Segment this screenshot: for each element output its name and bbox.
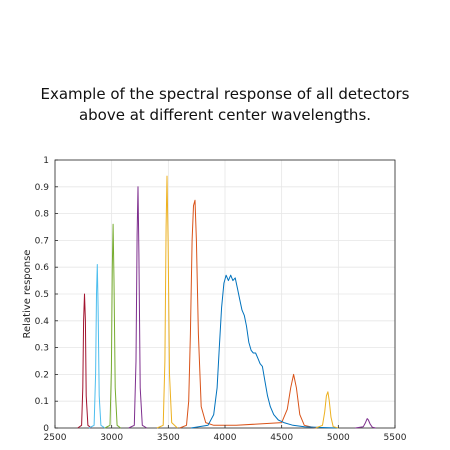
- series-line-9: [355, 418, 376, 429]
- x-tick-label: 5000: [327, 433, 350, 443]
- series-line-5: [156, 175, 178, 429]
- series-line-6: [179, 199, 316, 429]
- y-tick-label: 0.1: [35, 397, 49, 407]
- y-tick-label: 0.5: [35, 290, 49, 300]
- x-tick-label: 5500: [384, 433, 407, 443]
- series-line-2: [88, 264, 106, 429]
- series-line-4: [128, 186, 148, 429]
- y-tick-label: 0.8: [35, 210, 50, 220]
- y-tick-label: 0: [43, 424, 49, 434]
- series-line-3: [104, 223, 121, 429]
- y-tick-label: 0.4: [35, 317, 50, 327]
- y-tick-label: 0.2: [35, 370, 49, 380]
- x-tick-label: 4000: [214, 433, 237, 443]
- x-tick-label: 3000: [100, 433, 123, 443]
- x-tick-label: 4500: [270, 433, 293, 443]
- grid: [54, 159, 396, 429]
- figure-caption: Example of the spectral response of all …: [0, 84, 450, 126]
- caption-line-1: Example of the spectral response of all …: [40, 85, 410, 103]
- series-line-8: [315, 391, 339, 429]
- y-tick-label: 0.3: [35, 344, 49, 354]
- series-group: [77, 175, 376, 429]
- series-line-1: [77, 293, 92, 429]
- caption-line-2: above at different center wavelengths.: [78, 106, 372, 124]
- series-line-7: [190, 274, 339, 429]
- x-tick-label: 3500: [157, 433, 180, 443]
- x-tick-label: 2500: [44, 433, 67, 443]
- y-tick-label: 0.6: [35, 263, 50, 273]
- tick-group: 2500 3000 3500 4000 4500 5000 5500 0 0.1 0.2 0.3 0.…: [35, 156, 407, 443]
- y-axis-label: Relative response: [22, 250, 33, 339]
- y-tick-label: 1: [43, 156, 49, 166]
- y-tick-label: 0.7: [35, 236, 49, 246]
- y-tick-label: 0.9: [35, 183, 50, 193]
